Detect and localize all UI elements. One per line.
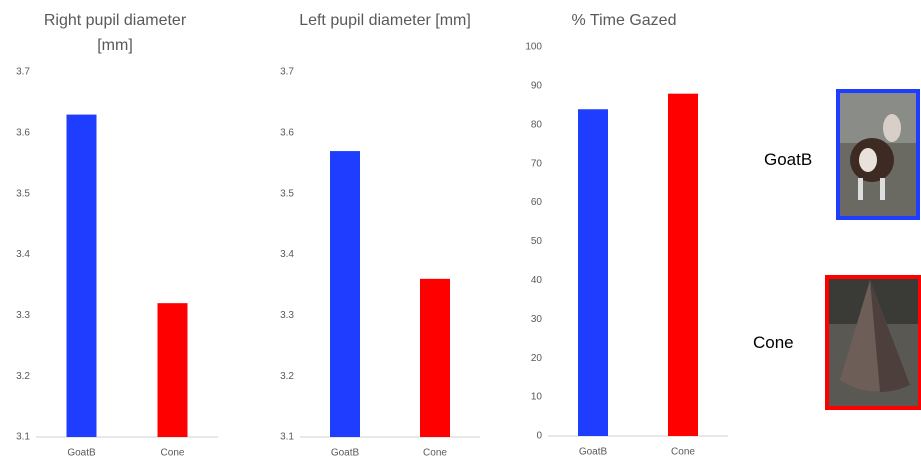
y-tick-label: 3.3 <box>16 310 30 321</box>
chart-title: % Time Gazed <box>534 8 714 33</box>
x-tick-label: Cone <box>161 448 185 459</box>
page: 3.1 3.2 3.3 3.4 3.5 3.6 3.7 GoatB Cone 3.1 3.2 3.3 3… <box>0 0 921 461</box>
legend-label: GoatB <box>764 150 812 170</box>
cone-image <box>827 277 920 408</box>
y-tick-label: 3.3 <box>280 310 294 321</box>
y-tick-label: 80 <box>531 119 543 130</box>
x-tick-label: GoatB <box>579 447 608 458</box>
y-tick-label: 3.6 <box>280 127 294 138</box>
y-tick-label: 3.5 <box>16 188 30 199</box>
y-tick-label: 3.6 <box>16 127 30 138</box>
y-tick-label: 3.1 <box>16 432 30 443</box>
charts: 3.1 3.2 3.3 3.4 3.5 3.6 3.7 GoatB Cone 3.1 3.2 3.3 3… <box>0 0 921 461</box>
y-tick-label: 70 <box>531 158 543 169</box>
y-tick-label: 3.1 <box>280 432 294 443</box>
y-tick-label: 60 <box>531 197 543 208</box>
y-tick-label: 50 <box>531 236 543 247</box>
bar <box>578 109 608 436</box>
y-tick-label: 30 <box>531 314 543 325</box>
y-tick-label: 3.2 <box>16 371 30 382</box>
bar <box>158 303 188 437</box>
y-tick-label: 3.7 <box>280 67 294 78</box>
x-tick-label: GoatB <box>331 448 360 459</box>
x-tick-label: Cone <box>423 448 447 459</box>
y-tick-label: 100 <box>525 42 542 53</box>
bar <box>420 279 450 437</box>
bar <box>67 115 97 437</box>
y-tick-label: 3.7 <box>16 67 30 78</box>
y-tick-label: 10 <box>531 392 543 403</box>
chart-title: Right pupil diameter [mm] <box>25 8 205 58</box>
goat-image <box>838 91 918 218</box>
y-tick-label: 40 <box>531 275 543 286</box>
y-tick-label: 0 <box>536 431 542 442</box>
bar <box>330 151 360 437</box>
y-tick-label: 3.4 <box>16 249 30 260</box>
x-tick-label: GoatB <box>67 448 96 459</box>
bar <box>668 94 698 436</box>
chart-title: Left pupil diameter [mm] <box>295 8 475 33</box>
y-tick-label: 3.5 <box>280 188 294 199</box>
legend-label: Cone <box>753 333 794 353</box>
y-tick-label: 20 <box>531 353 543 364</box>
y-tick-label: 3.2 <box>280 371 294 382</box>
y-tick-label: 90 <box>531 81 543 92</box>
x-tick-label: Cone <box>671 447 695 458</box>
y-tick-label: 3.4 <box>280 249 294 260</box>
